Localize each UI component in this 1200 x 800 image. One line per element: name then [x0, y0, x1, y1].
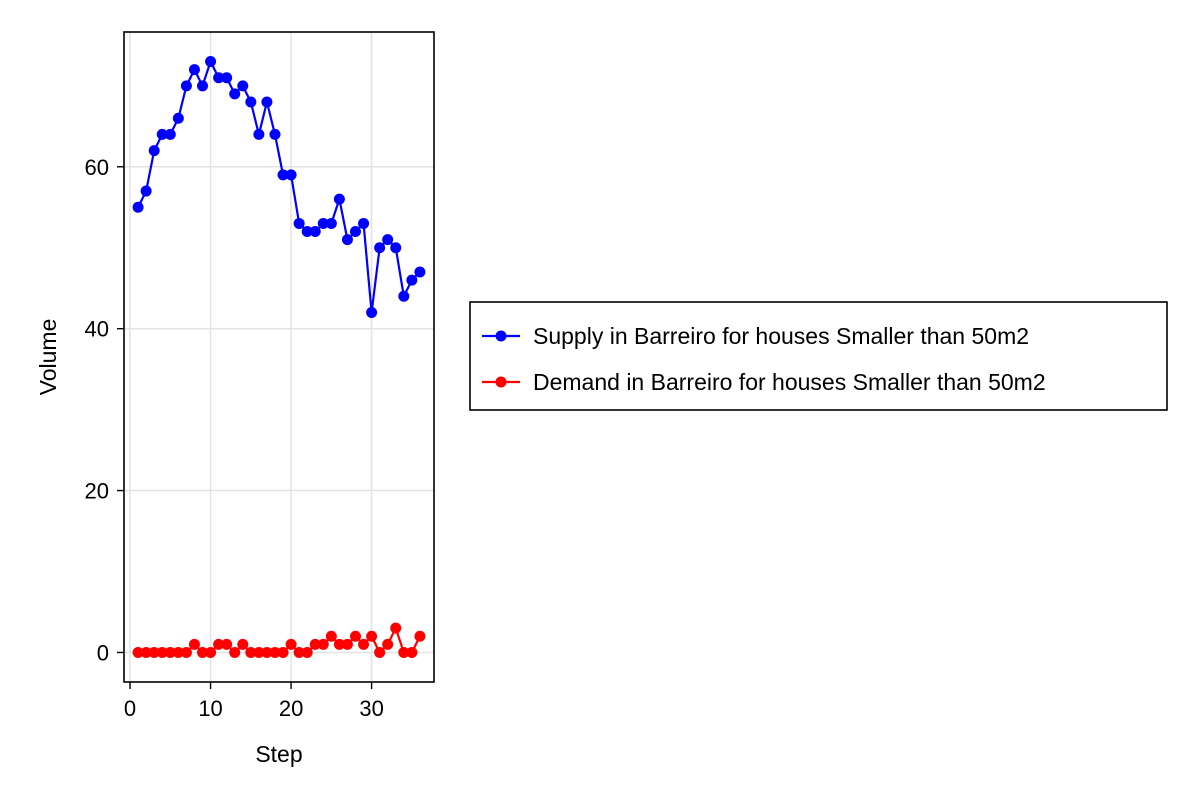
data-point [245, 96, 257, 108]
data-point [382, 638, 394, 650]
data-point [285, 169, 297, 181]
legend-label: Supply in Barreiro for houses Smaller th… [533, 323, 1029, 349]
data-point [374, 242, 386, 254]
data-point [293, 217, 305, 229]
data-point [132, 201, 144, 213]
data-point [213, 638, 225, 650]
data-point [325, 630, 337, 642]
data-point [140, 185, 152, 197]
data-point [390, 622, 402, 634]
data-point [414, 630, 426, 642]
data-point [390, 242, 402, 254]
data-point [325, 217, 337, 229]
data-point [188, 638, 200, 650]
data-point [237, 80, 249, 92]
data-point [317, 638, 329, 650]
x-tick-label: 20 [279, 696, 303, 721]
data-point [229, 646, 241, 658]
x-axis: 0 10 20 30 [124, 682, 384, 721]
data-point [333, 638, 345, 650]
data-point [269, 128, 281, 140]
data-point [172, 112, 184, 124]
data-point [406, 646, 418, 658]
legend-label: Demand in Barreiro for houses Smaller th… [533, 369, 1046, 395]
data-point [205, 646, 217, 658]
data-point [414, 266, 426, 278]
data-point [285, 638, 297, 650]
data-point [164, 128, 176, 140]
data-point [140, 646, 152, 658]
data-point [237, 638, 249, 650]
data-point [221, 638, 233, 650]
y-tick-label: 40 [85, 317, 109, 342]
data-point [398, 290, 410, 302]
legend: Supply in Barreiro for houses Smaller th… [469, 301, 1168, 411]
x-tick-label: 10 [198, 696, 222, 721]
legend-marker [495, 330, 507, 342]
data-point [366, 306, 378, 318]
data-point [382, 234, 394, 246]
y-tick-label: 0 [97, 640, 109, 665]
data-point [341, 234, 353, 246]
data-point [317, 217, 329, 229]
series-line-1 [137, 60, 421, 314]
x-axis-label: Step [255, 741, 302, 767]
data-point [301, 226, 313, 238]
y-tick-label: 60 [85, 155, 109, 180]
data-point [197, 646, 209, 658]
data-point [358, 217, 370, 229]
data-point [148, 646, 160, 658]
data-point [406, 274, 418, 286]
data-point [261, 96, 273, 108]
data-point [277, 169, 289, 181]
data-point [213, 72, 225, 84]
y-axis-label: Volume [35, 319, 61, 396]
data-point [301, 646, 313, 658]
data-point [269, 646, 281, 658]
legend-marker [495, 376, 507, 388]
data-point [156, 128, 168, 140]
data-point [309, 638, 321, 650]
data-point [197, 80, 209, 92]
data-point [188, 64, 200, 76]
data-point [293, 646, 305, 658]
data-point [180, 80, 192, 92]
x-tick-label: 0 [124, 696, 136, 721]
data-point [309, 226, 321, 238]
plot-frame [123, 31, 435, 683]
data-point [245, 646, 257, 658]
data-point [156, 646, 168, 658]
data-point [261, 646, 273, 658]
data-point [205, 56, 217, 68]
data-point [398, 646, 410, 658]
data-point [132, 646, 144, 658]
data-point [341, 638, 353, 650]
y-tick-label: 20 [85, 479, 109, 504]
data-point [180, 646, 192, 658]
data-point [374, 646, 386, 658]
data-point [148, 145, 160, 157]
data-point [349, 226, 361, 238]
data-point [253, 646, 265, 658]
data-point [366, 630, 378, 642]
series-layer [132, 56, 426, 658]
data-point [164, 646, 176, 658]
data-point [172, 646, 184, 658]
data-point [333, 193, 345, 205]
data-point [221, 72, 233, 84]
data-point [358, 638, 370, 650]
legend-box [469, 301, 1168, 411]
x-tick-label: 30 [359, 696, 383, 721]
data-point [349, 630, 361, 642]
data-point [277, 646, 289, 658]
data-point [253, 128, 265, 140]
y-axis: 0 20 40 60 [85, 155, 124, 665]
data-point [229, 88, 241, 100]
